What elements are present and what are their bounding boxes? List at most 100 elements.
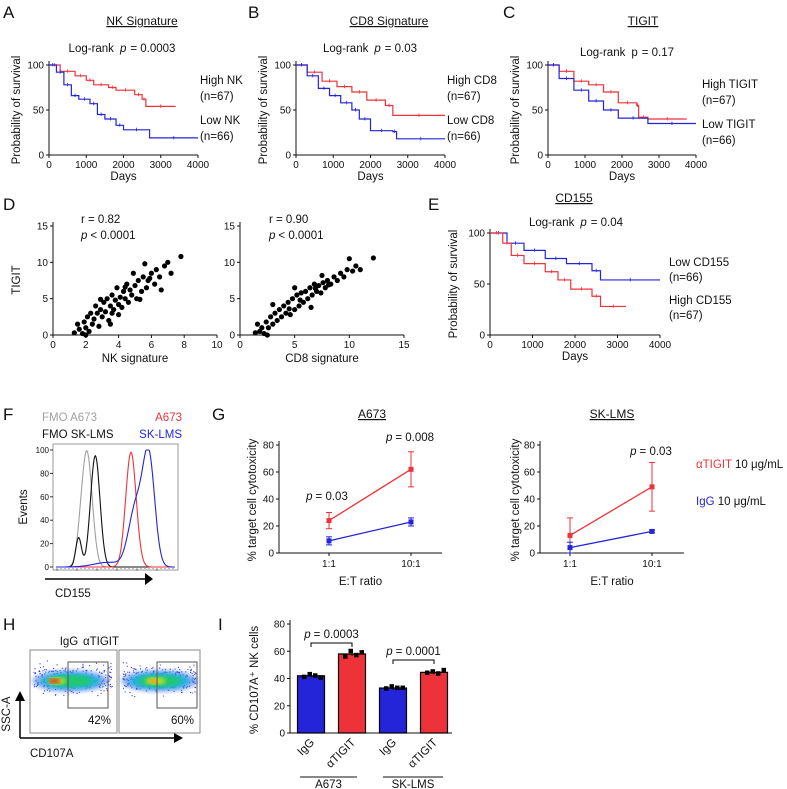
event-dot [52, 667, 55, 670]
p-value-annotation: p = 0.008 [385, 432, 434, 444]
flow-plot-igg [29, 649, 118, 734]
cytotox-sk-lms-series-line [569, 486, 653, 537]
cytotox-sk-lms-y-tick-label: 0 [529, 549, 535, 560]
scatter-cd8-p-value: p < 0.0001 [268, 230, 324, 242]
gate [67, 661, 109, 709]
significance-bracket [310, 642, 353, 647]
event-dot [139, 665, 141, 667]
hist-y-tick-label: 40 [40, 516, 49, 525]
scatter-nk-x-tick-label: 8 [181, 340, 187, 351]
cytotox-sk-lms-series-line [569, 530, 653, 549]
scatter-point [97, 306, 104, 313]
p-symbol: p [579, 217, 587, 229]
km-b-x-tick-label: 1000 [322, 160, 345, 171]
event-dot [189, 666, 191, 668]
replicate-point [389, 684, 394, 689]
event-dot [146, 669, 148, 671]
scatter-point [143, 285, 150, 291]
replicate-point [425, 670, 430, 676]
scatter-point [148, 270, 154, 276]
flow-plot-title: IgG [60, 636, 79, 648]
scatter-nk-y-tick-label: 15 [37, 222, 49, 233]
scatter-point [104, 296, 110, 302]
scatter-point [165, 259, 171, 265]
p-symbol: p [629, 446, 637, 458]
event-dot [109, 685, 111, 688]
scatter-point [265, 325, 272, 331]
scatter-point [107, 321, 113, 327]
legend-fmo-a673: FMO A673 [42, 412, 97, 424]
km-c-series-a [548, 64, 687, 120]
hist-y-tick-label: 0 [45, 563, 50, 572]
arrow-right-icon [145, 573, 153, 585]
histogram-a673 [56, 451, 175, 568]
event-dot [103, 690, 105, 692]
km-a-legend-name: High NK [200, 75, 243, 87]
legend-suffix: 10 μg/mL [732, 459, 784, 471]
km-b-series-b [296, 64, 445, 140]
data-marker [567, 532, 573, 538]
histogram-sk-lms [56, 449, 175, 568]
log-rank-label: Log-rank [529, 217, 575, 229]
km-e-y-tick-label: 100 [468, 229, 485, 240]
scatter-point [263, 319, 269, 325]
event-dot [96, 668, 99, 670]
scatter-point [283, 310, 289, 316]
bar-chart-y-tick-label: 40 [274, 674, 286, 685]
event-dot [129, 671, 131, 673]
event-dot [187, 668, 189, 671]
scatter-point [334, 277, 340, 284]
km-e-y-tick-label: 50 [474, 280, 486, 291]
scatter-cd8-x-tick-label: 5 [292, 340, 298, 351]
event-dot [108, 667, 110, 669]
scatter-cd8-y-tick-label: 10 [224, 258, 236, 269]
scatter-point [138, 288, 145, 294]
km-e-y-label: Probability of survival [448, 230, 460, 339]
data-marker [649, 528, 655, 534]
event-dot [180, 690, 183, 692]
km-c-x-tick-label: 4000 [685, 160, 708, 171]
event-dot [105, 674, 107, 676]
km-e-legend-name: Low CD155 [669, 257, 729, 269]
data-marker [408, 519, 414, 525]
km-b-y-tick-label: 50 [280, 106, 292, 117]
scatter-point [157, 274, 163, 280]
km-e-title: CD155 [555, 191, 593, 205]
scatter-point [298, 290, 304, 296]
scatter-point [272, 310, 278, 316]
scatter-point [270, 321, 276, 327]
km-a-title: NK Signature [106, 14, 178, 28]
scatter-point [276, 306, 282, 313]
scatter-point [117, 294, 123, 300]
km-e-series-b [490, 232, 626, 308]
km-e-y-tick-label: 0 [479, 331, 485, 342]
event-dot [110, 662, 112, 665]
km-a-x-tick-label: 1000 [75, 160, 98, 171]
km-c-x-label: Days [609, 171, 635, 183]
event-dot [39, 672, 41, 675]
km-c-legend-n: (n=67) [702, 95, 736, 107]
km-c-legend-name: High TIGIT [702, 79, 758, 91]
scatter-nk-x-tick-label: 4 [116, 340, 122, 351]
data-marker [326, 538, 332, 544]
panel-letter-f: F [3, 405, 13, 424]
event-dot [193, 671, 195, 673]
scatter-point [303, 288, 309, 294]
density-layer [48, 678, 61, 684]
event-dot [42, 692, 45, 694]
scatter-point [307, 285, 313, 291]
event-dot [39, 670, 41, 672]
scatter-point [109, 292, 115, 298]
event-dot [91, 690, 93, 693]
cytotox-sk-lms-x-tick-label: 1:1 [563, 559, 577, 570]
event-dot [159, 664, 161, 666]
event-dot [34, 672, 37, 674]
cytotox-a673-y-tick-label: 60 [263, 468, 275, 479]
scatter-nk-y-tick-label: 10 [37, 258, 49, 269]
hist-x-label: CD155 [55, 588, 91, 600]
km-c-legend-name: Low TIGIT [702, 119, 755, 131]
p-symbol: p [373, 43, 381, 55]
scatter-point [320, 280, 326, 286]
